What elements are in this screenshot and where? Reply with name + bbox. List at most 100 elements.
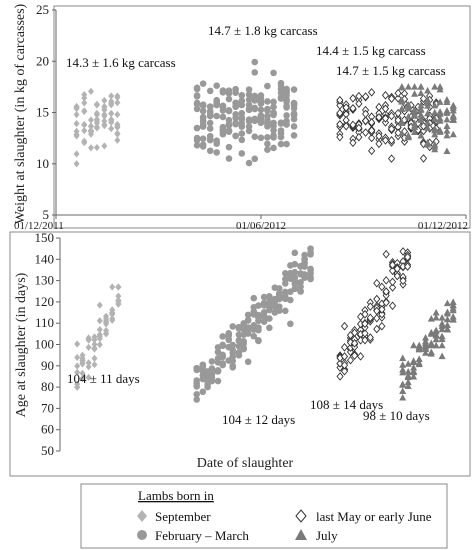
point-circle	[238, 150, 246, 157]
point-circle	[264, 112, 271, 120]
point-open-diamond	[388, 283, 397, 292]
point-triangle	[438, 332, 446, 340]
point-triangle	[410, 368, 418, 376]
point-open-diamond	[381, 90, 390, 100]
point-circle	[219, 113, 227, 121]
point-triangle	[398, 83, 406, 91]
point-circle	[257, 112, 265, 119]
top-y-ticks: 5 10 15 20 25	[36, 2, 56, 222]
point-circle	[225, 121, 233, 129]
point-circle	[277, 140, 285, 148]
point-triangle	[449, 130, 457, 138]
point-circle	[307, 265, 314, 273]
point-diamond	[93, 143, 100, 152]
point-diamond	[73, 110, 80, 119]
point-triangle	[443, 115, 451, 123]
point-diamond	[87, 87, 94, 96]
point-triangle	[411, 128, 419, 135]
point-open-diamond	[336, 95, 344, 105]
legend-marker-may-june	[295, 509, 307, 523]
point-circle	[199, 388, 207, 396]
point-triangle	[427, 340, 435, 347]
top-date-tick-label: 01/06/2012	[236, 220, 286, 232]
point-circle	[260, 302, 268, 309]
point-circle	[277, 95, 285, 102]
point-open-diamond	[382, 287, 390, 296]
point-open-diamond	[378, 282, 386, 292]
point-triangle	[411, 83, 419, 90]
point-circle	[229, 357, 237, 365]
point-circle	[250, 294, 258, 302]
point-circle	[214, 367, 222, 374]
point-diamond	[73, 127, 80, 135]
bottom-y-tick-label: 90	[41, 358, 54, 373]
point-triangle	[431, 83, 439, 90]
annotation-bottom-may-june: 108 ± 14 days	[310, 397, 383, 412]
point-triangle	[399, 368, 407, 376]
point-triangle	[431, 145, 439, 153]
point-diamond	[114, 93, 121, 102]
point-circle	[199, 141, 207, 149]
point-triangle	[424, 140, 432, 148]
point-triangle	[417, 111, 425, 118]
point-triangle	[399, 380, 407, 388]
point-triangle	[427, 314, 435, 322]
legend-marker-feb-march	[137, 530, 147, 540]
point-circle	[301, 259, 308, 266]
point-triangle	[427, 348, 435, 356]
point-triangle	[431, 115, 439, 122]
point-open-diamond	[346, 355, 355, 365]
point-triangle	[417, 116, 425, 123]
point-circle	[245, 106, 253, 114]
point-circle	[219, 342, 226, 350]
annotation-top-feb-march: 14.7 ± 1.8 kg carcass	[208, 23, 318, 38]
point-circle	[240, 345, 247, 353]
point-circle	[193, 85, 201, 93]
point-triangle	[431, 126, 439, 134]
point-circle	[229, 349, 237, 357]
bottom-y-tick-label: 110	[35, 315, 54, 330]
top-scatter-points	[73, 58, 457, 168]
point-circle	[193, 136, 201, 144]
point-diamond	[87, 144, 94, 152]
point-circle	[283, 87, 290, 94]
point-circle	[260, 313, 268, 321]
point-triangle	[443, 122, 451, 129]
point-circle	[206, 112, 214, 120]
point-triangle	[449, 106, 457, 114]
point-triangle	[410, 372, 418, 380]
point-open-diamond	[362, 116, 370, 126]
point-triangle	[417, 83, 425, 90]
point-circle	[257, 100, 265, 107]
point-diamond	[101, 106, 108, 114]
point-diamond	[114, 129, 121, 138]
point-triangle	[415, 344, 423, 351]
point-open-diamond	[336, 119, 344, 129]
point-diamond	[81, 127, 88, 135]
bottom-panel-frame	[9, 231, 471, 477]
top-panel-frame	[53, 5, 471, 229]
annotation-top-september: 14.3 ± 1.6 kg carcass	[66, 55, 176, 70]
bottom-y-tick-label: 50	[41, 443, 54, 458]
point-diamond	[74, 368, 81, 376]
point-diamond	[115, 296, 122, 304]
point-circle	[275, 293, 283, 300]
annotation-bottom-september: 104 ± 11 days	[67, 371, 140, 386]
point-circle	[219, 89, 227, 96]
top-date-tick-label: 01/12/2011	[14, 220, 64, 232]
point-triangle	[432, 341, 440, 349]
point-circle	[213, 82, 220, 90]
top-y-tick-label: 15	[36, 105, 49, 120]
point-open-diamond	[373, 324, 381, 334]
point-circle	[266, 299, 273, 307]
point-diamond	[93, 115, 100, 124]
point-open-diamond	[366, 313, 374, 323]
point-triangle	[415, 359, 423, 366]
point-circle	[257, 134, 265, 142]
point-circle	[291, 249, 299, 257]
point-triangle	[443, 131, 451, 139]
point-circle	[245, 123, 253, 130]
point-diamond	[79, 374, 86, 383]
point-circle	[291, 260, 299, 268]
